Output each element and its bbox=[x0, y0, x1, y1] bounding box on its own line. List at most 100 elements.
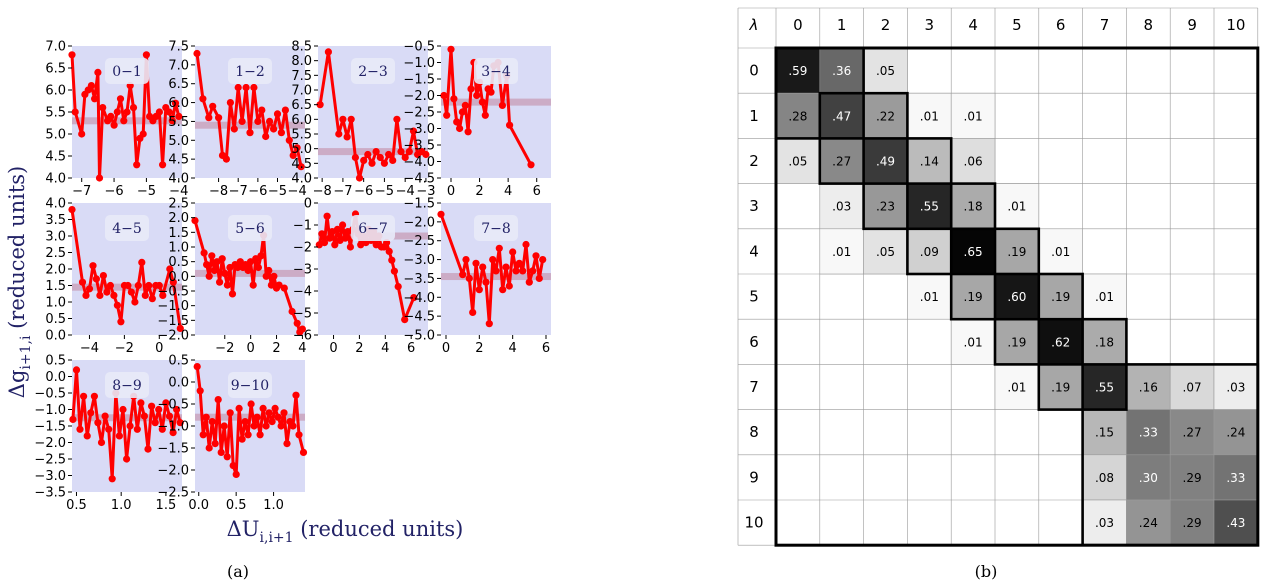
data-point bbox=[124, 281, 132, 290]
data-point bbox=[214, 396, 222, 404]
data-point bbox=[205, 272, 213, 280]
data-point bbox=[95, 174, 104, 182]
cell-value: .27 bbox=[832, 155, 851, 169]
data-point bbox=[117, 318, 125, 326]
data-point bbox=[495, 244, 503, 252]
data-point bbox=[99, 104, 107, 112]
x-tick-label: −5 bbox=[137, 184, 156, 199]
data-point bbox=[169, 278, 177, 286]
matrix-cell bbox=[1169, 454, 1215, 501]
data-point bbox=[71, 108, 79, 116]
corner-label: λ bbox=[749, 16, 759, 34]
data-point bbox=[200, 249, 208, 257]
y-tick-label: −2.5 bbox=[403, 106, 435, 121]
data-point bbox=[390, 267, 398, 275]
data-point bbox=[92, 275, 100, 283]
data-point bbox=[443, 111, 451, 119]
data-point bbox=[232, 470, 240, 478]
data-point bbox=[89, 262, 97, 270]
y-tick-label: −1.0 bbox=[34, 403, 66, 418]
y-tick-label: −4.0 bbox=[403, 291, 435, 306]
series-points bbox=[191, 217, 306, 336]
subplot-label-box bbox=[228, 215, 272, 241]
data-point bbox=[262, 132, 270, 141]
series-points bbox=[316, 48, 430, 182]
data-point bbox=[376, 153, 384, 162]
data-point bbox=[235, 404, 243, 412]
y-tick-label: −4.0 bbox=[403, 155, 435, 170]
mean-band bbox=[441, 273, 551, 281]
data-point bbox=[222, 155, 230, 163]
data-point bbox=[280, 409, 288, 417]
y-tick-label: 5.0 bbox=[291, 142, 312, 157]
column-label: 9 bbox=[1187, 16, 1197, 34]
data-point bbox=[467, 85, 475, 93]
data-point bbox=[223, 453, 231, 461]
data-point bbox=[499, 286, 507, 294]
data-point bbox=[258, 106, 266, 114]
cell-value: .01 bbox=[920, 109, 939, 123]
x-tick-label: −6 bbox=[354, 184, 373, 199]
y-tick-label: 1.0 bbox=[45, 296, 66, 311]
data-point bbox=[271, 404, 279, 412]
subplot-label: 0−1 bbox=[112, 64, 142, 80]
cell-value: .62 bbox=[1051, 335, 1070, 349]
x-tick-label: −4 bbox=[288, 184, 307, 199]
y-tick-label: 5.0 bbox=[45, 128, 66, 143]
data-point bbox=[333, 225, 341, 233]
x-tick-label: −2 bbox=[115, 341, 134, 356]
data-point bbox=[273, 110, 282, 118]
y-tick-label: −3.0 bbox=[403, 253, 435, 268]
cell-value: .19 bbox=[1051, 290, 1070, 304]
x-tick-label: 6 bbox=[533, 184, 541, 199]
data-point bbox=[323, 212, 331, 220]
matrix-cell bbox=[907, 228, 952, 275]
data-point bbox=[123, 455, 131, 463]
x-tick-label: 2 bbox=[475, 184, 483, 199]
row-label: 7 bbox=[749, 378, 759, 396]
data-point bbox=[78, 130, 86, 138]
figure-b: λ 0 1 2 3 4 5 6 7 8 9 10 0 1 2 3 4 5 6 7 8 9 10 .59 .36 .05 .28 .47… bbox=[737, 7, 1260, 547]
data-point bbox=[422, 150, 430, 159]
data-point bbox=[465, 274, 473, 282]
cell-value: .22 bbox=[876, 109, 895, 123]
subplot-0: 0−1 4.0 4.5 5.0 5.5 6.0 6.5 7.0 −7 −6 −5 −4 bbox=[45, 40, 188, 200]
series-line bbox=[439, 213, 545, 326]
data-point bbox=[509, 248, 517, 256]
x-tick-label: 0.0 bbox=[188, 498, 209, 513]
subplot-3: 3−4 −4.5 −4.0−3.5 −3.0−2.5 −2.0−1.5 −1.0−0.5 0… bbox=[403, 40, 551, 199]
row-label: 10 bbox=[744, 514, 763, 532]
y-tick-label: −2.5 bbox=[157, 486, 189, 501]
data-point bbox=[440, 91, 448, 100]
subplot-label-box bbox=[474, 58, 518, 84]
data-point bbox=[213, 258, 221, 266]
y-tick-label: 4.0 bbox=[45, 197, 66, 212]
subplot-1: 1−24.04.55.05.56.06.57.07.5−8 −7 −6 −5 −4 bbox=[168, 40, 306, 200]
data-point bbox=[458, 108, 466, 116]
y-tick-label: 6.5 bbox=[291, 98, 312, 113]
data-point bbox=[142, 51, 150, 59]
y-tick-label: 1.5 bbox=[168, 226, 189, 241]
subplot-2: 2−34.04.55.05.56.06.57.07.58.08.5−8 −7 −6−… bbox=[291, 40, 435, 200]
matrix-cell bbox=[1082, 273, 1127, 320]
data-point bbox=[244, 266, 252, 275]
x-tick-label: −4 bbox=[169, 184, 188, 199]
x-tick-label: 4 bbox=[504, 184, 512, 199]
subplot-label-box bbox=[351, 58, 395, 84]
data-point bbox=[247, 258, 255, 266]
data-point bbox=[94, 68, 102, 76]
subplot-label: 1−2 bbox=[235, 64, 265, 80]
data-point bbox=[83, 432, 91, 440]
data-point bbox=[226, 409, 234, 417]
data-point bbox=[72, 366, 81, 374]
y-tick-label: 5.5 bbox=[45, 106, 66, 121]
data-point bbox=[485, 320, 493, 328]
data-point bbox=[324, 48, 332, 56]
matrix-cell bbox=[994, 318, 1040, 365]
matrix-cell bbox=[1213, 454, 1259, 501]
cell-value: .36 bbox=[832, 64, 851, 78]
data-point bbox=[388, 256, 396, 264]
data-point bbox=[478, 98, 486, 106]
cell-value: .01 bbox=[1007, 381, 1026, 395]
cell-value: .01 bbox=[920, 290, 939, 304]
